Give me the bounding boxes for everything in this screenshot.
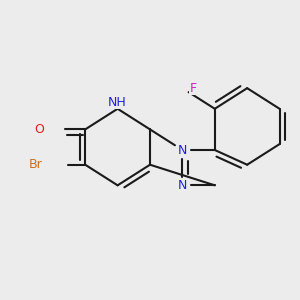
Text: N: N — [178, 143, 187, 157]
Text: F: F — [190, 82, 197, 95]
Text: O: O — [34, 123, 44, 136]
Text: Br: Br — [29, 158, 43, 171]
Text: N: N — [178, 179, 187, 192]
Text: NH: NH — [108, 95, 127, 109]
